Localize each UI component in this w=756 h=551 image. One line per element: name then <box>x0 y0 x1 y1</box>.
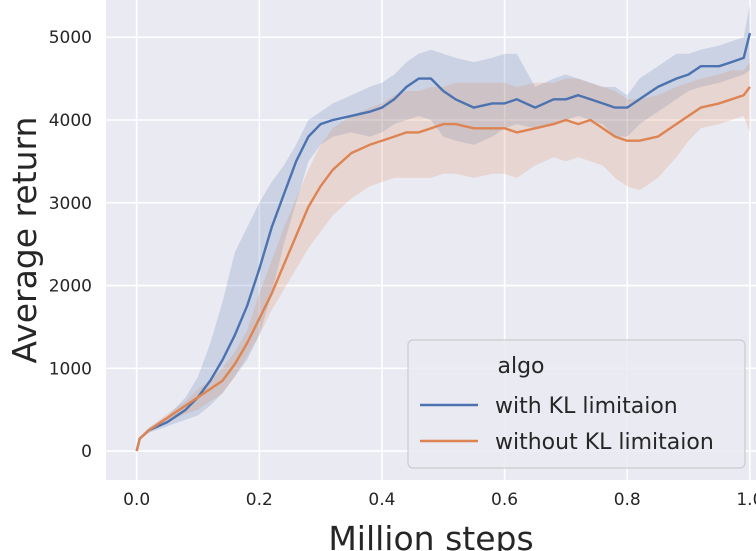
legend-box <box>407 339 746 469</box>
legend-items: with KL limitaion without KL limitaion <box>420 394 714 455</box>
legend-label-series-2: without KL limitaion <box>495 430 714 455</box>
legend-title: algo <box>497 354 544 379</box>
x-tick-label: 0.6 <box>491 490 518 510</box>
x-tick-label: 0.2 <box>246 490 273 510</box>
y-tick-label: 2000 <box>49 277 92 297</box>
series-lines <box>135 32 752 452</box>
y-tick-label: 5000 <box>49 28 92 48</box>
y-tick-label: 4000 <box>49 111 92 131</box>
legend: algo with KL limitaion without KL limitai… <box>407 339 746 469</box>
y-tick-label: 3000 <box>49 194 92 214</box>
x-tick-label: 1.0 <box>736 490 756 510</box>
x-tick-label: 0.4 <box>368 490 395 510</box>
y-tick-label: 1000 <box>49 359 92 379</box>
tick-labels: 0.0 0.2 0.4 0.6 0.8 1.0 0 1000 2000 3000 4000 5000 <box>49 28 756 510</box>
x-tick-label: 0.0 <box>123 490 150 510</box>
grid <box>106 0 756 480</box>
x-tick-label: 0.8 <box>614 490 641 510</box>
y-axis-title: Average return <box>5 117 44 364</box>
legend-label-series-1: with KL limitaion <box>495 394 678 419</box>
band-series-1 <box>136 4 750 451</box>
line-series-2 <box>135 86 751 452</box>
band-series-2 <box>136 62 750 451</box>
line-series-1 <box>135 32 752 452</box>
confidence-bands <box>136 4 750 451</box>
y-tick-label: 0 <box>81 442 92 462</box>
x-axis-title: Million steps <box>328 519 533 551</box>
